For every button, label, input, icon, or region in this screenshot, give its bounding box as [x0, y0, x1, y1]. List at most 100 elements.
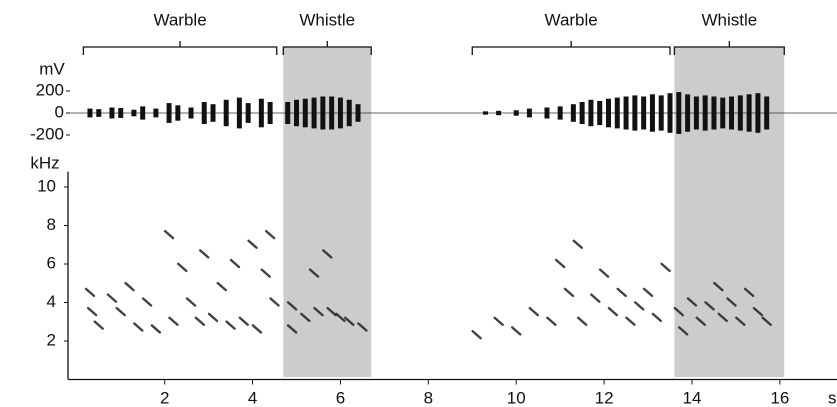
waveform-burst	[570, 104, 576, 122]
syllable	[572, 239, 583, 249]
waveform-burst	[267, 102, 273, 124]
y-tick-label: 6	[47, 253, 56, 272]
waveform-burst	[711, 96, 717, 130]
waveform-burst	[693, 96, 699, 130]
waveform-burst	[605, 98, 611, 128]
syllable	[199, 249, 210, 259]
syllable	[642, 287, 654, 298]
syllable	[335, 312, 346, 323]
x-tick-label: 10	[507, 388, 526, 407]
syllable	[607, 306, 619, 317]
syllable	[576, 316, 588, 326]
x-tick-label: 4	[248, 388, 257, 407]
waveform-burst	[175, 105, 181, 121]
waveform-burst	[667, 93, 673, 133]
x-tick-label: 16	[770, 388, 789, 407]
syllable	[194, 316, 206, 326]
waveform-burst	[258, 98, 264, 128]
syllable	[86, 306, 98, 317]
x-tick-label: 14	[683, 388, 702, 407]
syllable	[625, 316, 636, 326]
waveform-burst	[658, 95, 664, 131]
bracket	[673, 41, 785, 55]
waveform-burst	[641, 96, 647, 130]
bracket	[471, 41, 671, 55]
syllable	[84, 287, 96, 298]
waveform-burst	[513, 110, 519, 116]
syllable	[743, 287, 755, 298]
x-axis-label: s	[828, 388, 837, 407]
x-tick-label: 2	[160, 388, 169, 407]
syllable	[300, 312, 311, 323]
syllable	[177, 262, 188, 273]
waveform-burst	[201, 102, 207, 124]
waveform-burst	[311, 97, 317, 129]
waveform-burst	[685, 94, 691, 132]
syllable	[269, 297, 280, 307]
spectrogram-y-label: kHz	[30, 153, 59, 172]
waveform-burst	[118, 108, 124, 118]
waveform-burst	[337, 97, 343, 129]
syllable	[761, 316, 772, 326]
waveform-burst	[245, 103, 251, 123]
syllable	[660, 262, 671, 273]
waveform-burst	[285, 102, 291, 124]
waveform-burst	[109, 107, 115, 119]
syllable	[216, 281, 227, 292]
waveform-burst	[320, 96, 326, 130]
syllable	[225, 320, 236, 330]
waveform-burst	[153, 108, 159, 118]
y-tick-label: 200	[36, 80, 64, 99]
syllable	[313, 306, 324, 317]
y-tick-label: 4	[47, 292, 56, 311]
syllable	[286, 324, 298, 334]
syllable	[590, 293, 601, 303]
syllable	[735, 316, 746, 326]
waveform-burst	[557, 106, 563, 120]
x-tick-label: 8	[424, 388, 433, 407]
y-tick-label: 10	[37, 176, 56, 195]
syllable	[598, 268, 610, 278]
waveform-burst	[702, 95, 708, 131]
syllable	[168, 316, 179, 326]
syllable	[106, 293, 118, 303]
syllable	[546, 316, 557, 326]
waveform-burst	[346, 99, 352, 127]
waveform-burst	[720, 97, 726, 129]
y-tick-label: 2	[47, 330, 56, 349]
shaded-region	[283, 47, 372, 377]
syllable	[616, 287, 627, 298]
waveform-burst	[188, 107, 194, 119]
waveform-burst	[96, 109, 102, 117]
syllable	[752, 306, 764, 317]
syllable	[713, 281, 724, 292]
syllable	[185, 297, 197, 307]
x-tick-label: 6	[336, 388, 345, 407]
syllable	[163, 229, 175, 240]
syllable	[651, 312, 663, 323]
waveform-burst	[223, 99, 229, 127]
syllable	[93, 320, 104, 330]
syllable	[678, 326, 689, 336]
syllable	[726, 297, 737, 307]
syllable	[229, 258, 241, 269]
syllable	[150, 324, 162, 334]
syllable	[322, 249, 333, 259]
x-tick-label: 12	[595, 388, 614, 407]
waveform-burst	[588, 99, 594, 127]
waveform-burst	[632, 95, 638, 131]
syllable	[260, 268, 271, 278]
waveform-burst	[764, 96, 770, 130]
waveform-burst	[676, 92, 682, 134]
syllable	[344, 316, 355, 326]
syllable	[133, 322, 144, 332]
y-tick-label: -200	[30, 124, 64, 143]
syllable	[704, 301, 715, 311]
waveform-burst	[236, 97, 242, 129]
waveform-burst	[544, 107, 550, 119]
waveform-burst	[614, 97, 620, 129]
waveform-burst	[649, 94, 655, 132]
annotation-label: Whistle	[299, 10, 355, 29]
y-tick-label: 0	[55, 102, 64, 121]
syllable	[141, 297, 153, 307]
